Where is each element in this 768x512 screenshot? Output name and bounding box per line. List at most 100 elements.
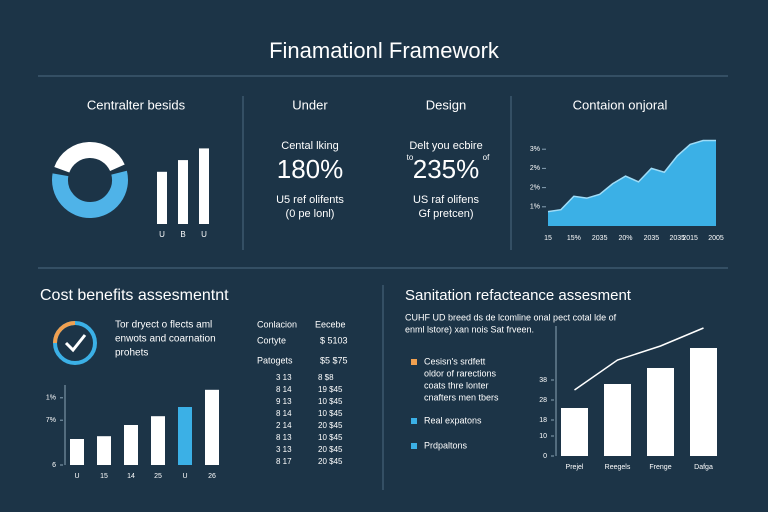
table-cell: Patogets <box>257 355 293 365</box>
table-header: Conlacion <box>257 319 297 329</box>
area-line <box>547 139 716 213</box>
description: CUHF UD breed ds de lcomline onal pect c… <box>405 312 617 322</box>
caption: U5 ref olifents <box>276 194 344 206</box>
x-tick-label: 2035 <box>669 235 685 242</box>
table-cell: 19 $45 <box>318 385 343 394</box>
legend-label: oldor of rarections <box>424 368 497 378</box>
x-tick-label: Reegels <box>605 464 631 471</box>
bar <box>70 439 84 465</box>
bar <box>647 368 674 456</box>
y-tick-label: 38 <box>539 377 547 384</box>
panel-heading: Cost benefits assesmentnt <box>40 287 229 304</box>
table-cell: 10 $45 <box>318 397 343 406</box>
bar <box>199 148 209 224</box>
donut-segment <box>54 142 125 173</box>
table-cell: 20 $45 <box>318 445 343 454</box>
table-cell: 9 13 <box>276 397 292 406</box>
bar <box>151 416 165 465</box>
x-tick-label: 20% <box>619 235 633 242</box>
panel-heading: Under <box>292 97 328 112</box>
caption: of <box>483 153 490 162</box>
caption: Gf pretcen) <box>418 208 473 220</box>
x-tick-label: U <box>201 230 207 239</box>
table-cell: 20 $45 <box>318 457 343 466</box>
legend-label: Cesisn's srdfett <box>424 356 486 366</box>
table-cell: 8 $8 <box>318 373 334 382</box>
legend-swatch <box>411 443 417 449</box>
bar <box>604 384 631 456</box>
description: prohets <box>115 348 148 359</box>
caption: (0 pe lonl) <box>286 208 335 220</box>
panel-heading: Centralter besids <box>87 97 186 112</box>
legend-label: cnafters men tbers <box>424 392 499 402</box>
y-tick-label: 6 <box>52 462 56 469</box>
x-tick-label: Frenge <box>649 464 671 471</box>
table-cell: 10 $45 <box>318 433 343 442</box>
table-cell: 10 $45 <box>318 409 343 418</box>
x-tick-label: 2035 <box>592 235 608 242</box>
legend-swatch <box>411 418 417 424</box>
x-tick-label: 2035 <box>644 235 660 242</box>
y-tick-label: 3% <box>530 146 540 153</box>
table-cell: 3 13 <box>276 445 292 454</box>
bar <box>124 425 138 465</box>
y-tick-label: 18 <box>539 417 547 424</box>
x-tick-label: 25 <box>154 473 162 480</box>
icon-arc <box>53 321 76 344</box>
y-tick-label: 1% <box>46 395 56 402</box>
y-tick-label: 0 <box>543 453 547 460</box>
bar <box>97 436 111 465</box>
y-tick-label: 2% <box>530 184 540 191</box>
legend-label: Real expatons <box>424 415 482 425</box>
x-tick-label: 14 <box>127 473 135 480</box>
title: Finamationl Framework <box>269 38 500 63</box>
panel-heading: Sanitation refacteance assesment <box>405 287 632 304</box>
table-cell: $5 $75 <box>320 355 348 365</box>
table-cell: 2 14 <box>276 421 292 430</box>
bar <box>690 348 717 456</box>
y-tick-label: 28 <box>539 397 547 404</box>
bar <box>157 171 167 224</box>
bar <box>561 408 588 456</box>
big-number: 180% <box>277 154 344 184</box>
bar <box>205 389 219 465</box>
icon-check <box>64 334 87 353</box>
caption: US raf olifens <box>413 194 480 206</box>
area-fill <box>548 140 716 226</box>
legend-label: coats thre lonter <box>424 380 489 390</box>
x-tick-label: 15% <box>567 235 581 242</box>
trend-line <box>574 327 704 391</box>
table-cell: 8 14 <box>276 409 292 418</box>
table-cell: 3 13 <box>276 373 292 382</box>
bar <box>178 160 188 224</box>
table-cell: 20 $45 <box>318 421 343 430</box>
big-number: 235% <box>413 154 480 184</box>
legend-label: Prdpaltons <box>424 440 468 450</box>
x-tick-label: U <box>182 473 187 480</box>
table-cell: $ 5103 <box>320 335 348 345</box>
panel-heading: Design <box>426 97 466 112</box>
legend-swatch <box>411 359 417 365</box>
table-cell: Cortyte <box>257 335 286 345</box>
caption: Cental lking <box>281 140 338 152</box>
table-cell: 8 13 <box>276 433 292 442</box>
y-tick-label: 1% <box>530 204 540 211</box>
table-cell: 8 14 <box>276 385 292 394</box>
x-tick-label: U <box>159 230 165 239</box>
x-tick-label: 15 <box>100 473 108 480</box>
x-tick-label: 15 <box>544 235 552 242</box>
y-tick-label: 7% <box>46 417 56 424</box>
table-cell: 8 17 <box>276 457 292 466</box>
y-tick-label: 2% <box>530 165 540 172</box>
x-tick-label: 2005 <box>708 235 724 242</box>
x-tick-label: Dafga <box>694 464 713 471</box>
bar <box>178 407 192 465</box>
description: enwots and coarnation <box>115 334 216 345</box>
description: Tor dryect o flects aml <box>115 320 212 331</box>
x-tick-label: 2015 <box>682 235 698 242</box>
x-tick-label: U <box>74 473 79 480</box>
check-icon <box>53 321 97 365</box>
y-tick-label: 10 <box>539 433 547 440</box>
donut-segment <box>52 170 128 218</box>
